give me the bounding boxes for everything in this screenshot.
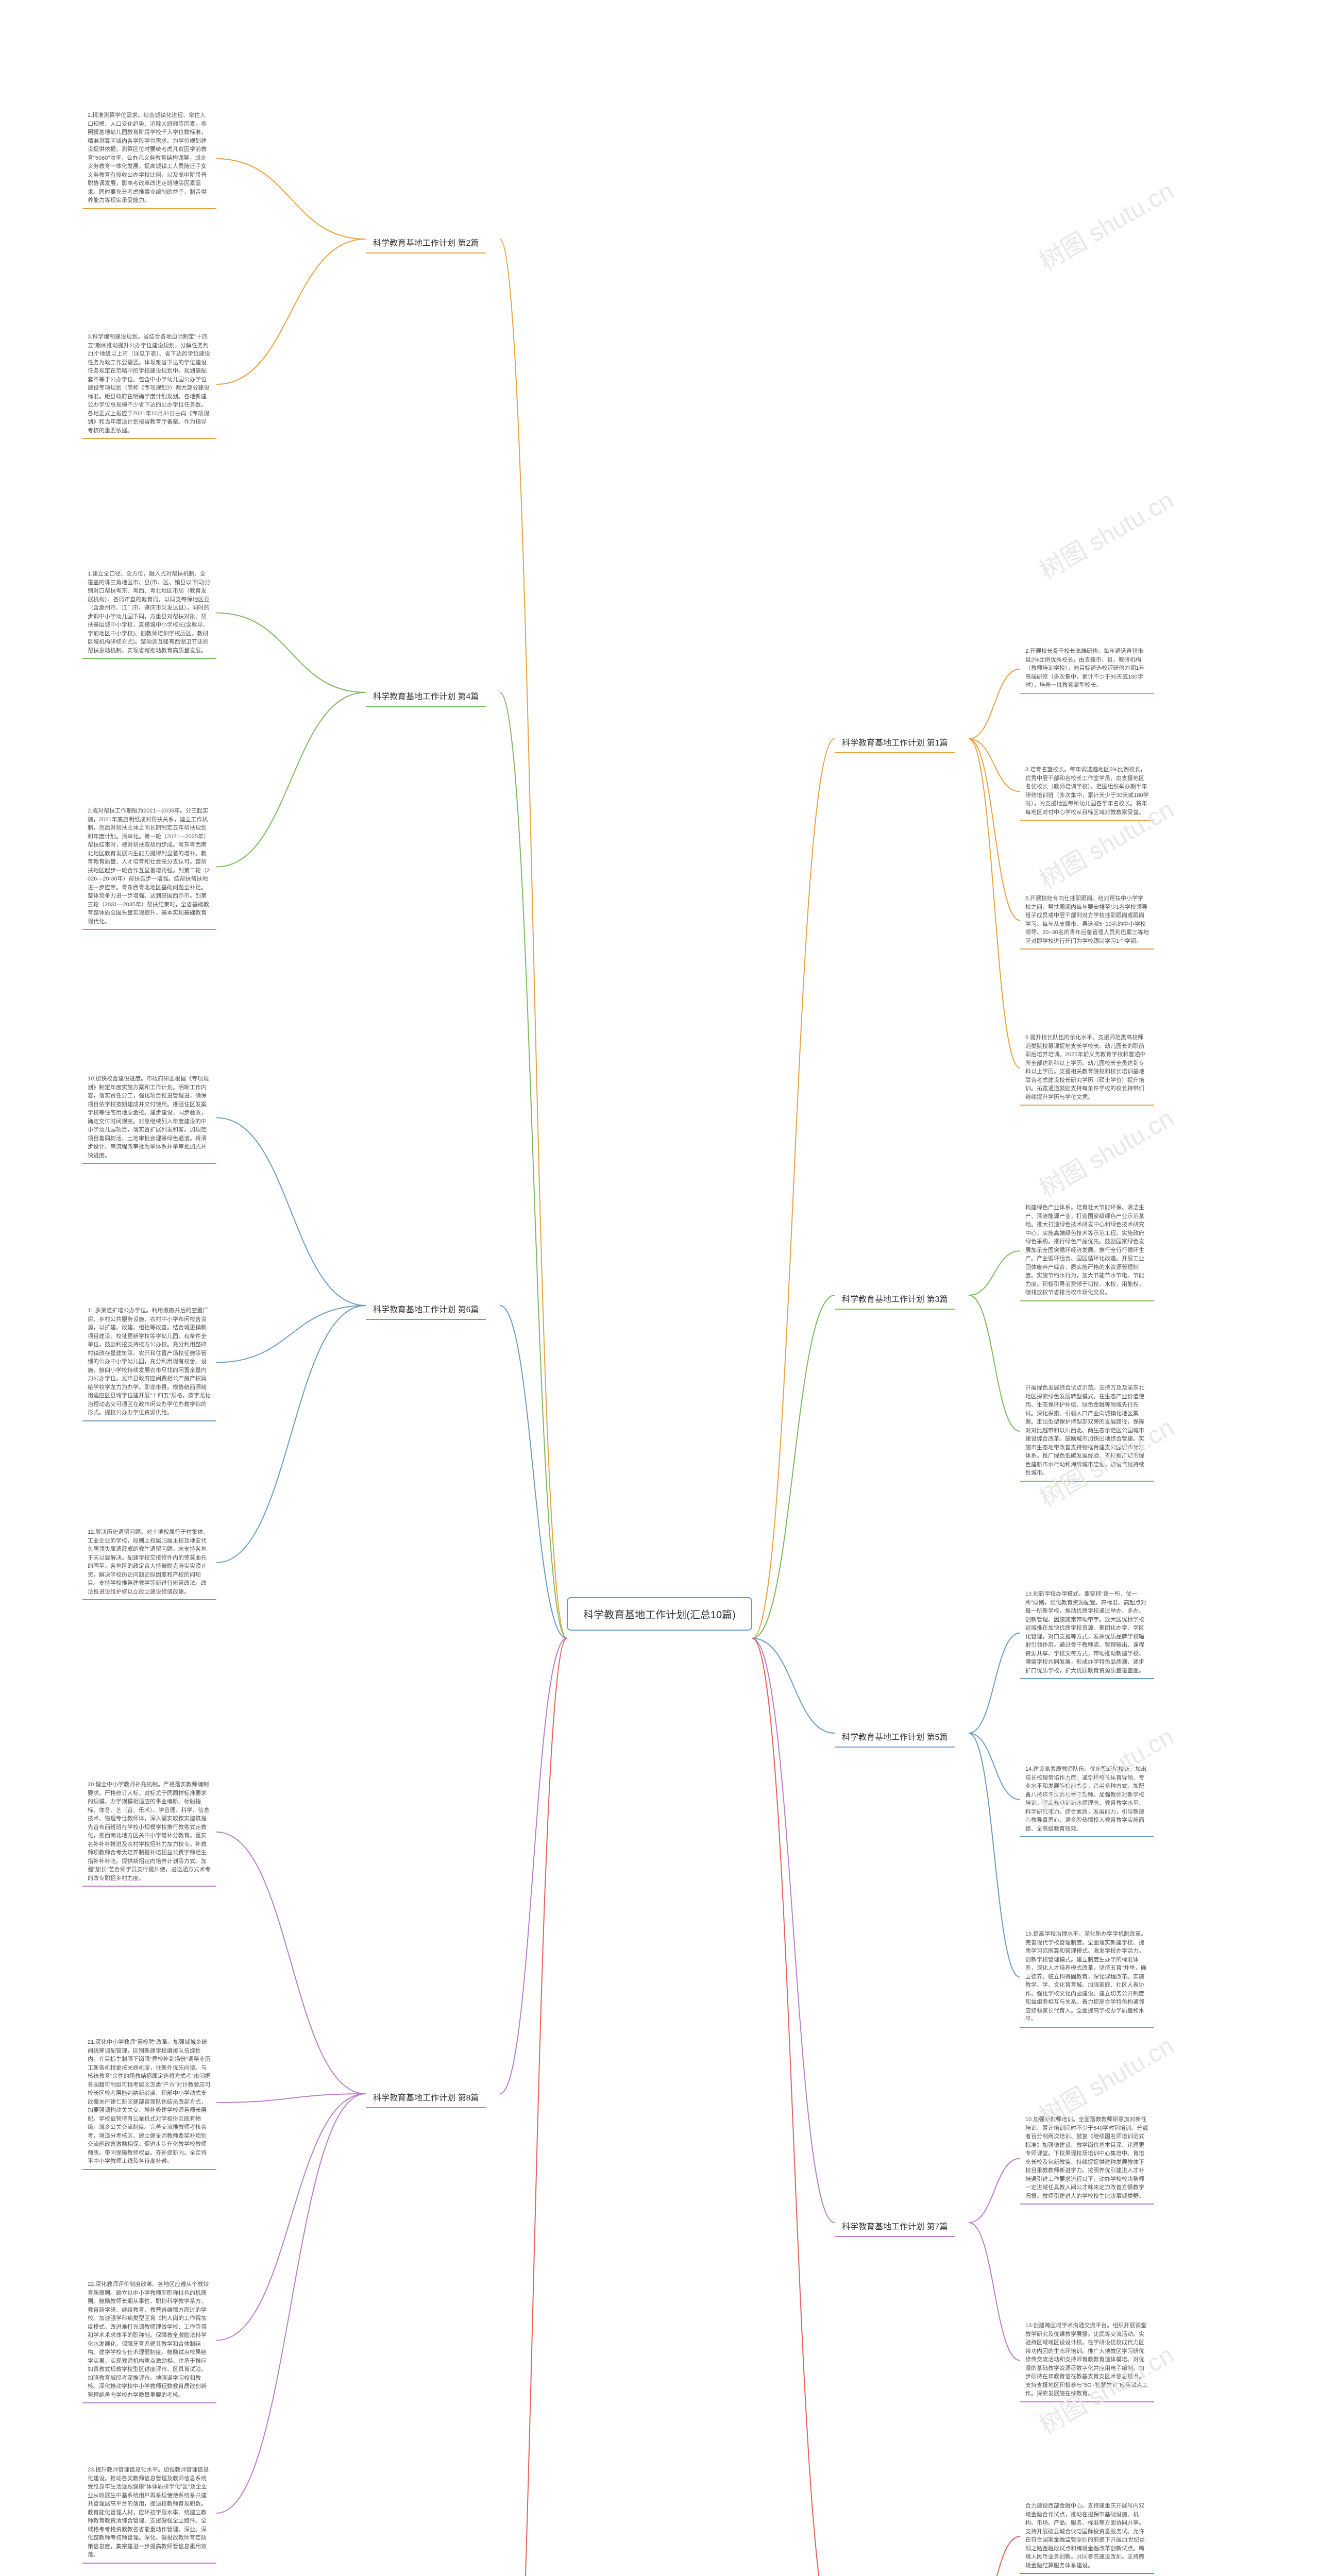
branch-b8: 科学教育基地工作计划 第8篇 [366,2087,486,2108]
branch-b1: 科学教育基地工作计划 第1篇 [835,732,955,753]
leaf-b4-1: 2.成对帮扶工作期限为2021—2035年。分三起实施，2021年底启明纸成对帮… [82,804,216,930]
leaf-b3-0: 构建绿色产业体系。培育壮大节能环保、清洁生产、清洁能源产业，打造国家级绿色产业示… [1020,1200,1154,1301]
center-node: 科学教育基地工作计划(汇总10篇) [567,1597,752,1631]
watermark: 树图 shutu.cn [1031,480,1179,586]
watermark: 树图 shutu.cn [1031,171,1179,277]
leaf-b3-1: 开展绿色发展综合试点示范。支持万及及渝东北地区探索绿色发展转型模式。在生态产业价… [1020,1381,1154,1482]
leaf-b6-2: 12.解决历史遗留问题。对土地权属行于村集体、工业企业的学校，原则上权属归属主权… [82,1525,216,1600]
leaf-b1-1: 3.培育名望校长。每年调选遴地区5%比例校长，优秀中层干部和名校长工作室学员，由… [1020,762,1154,821]
leaf-b1-3: 6.提升校长队伍的示化水平。支援师范类高校师范类院校募课提地支长学校长。幼儿园长… [1020,1030,1154,1106]
leaf-b6-0: 10.加快校舍建设进度。市政府研要根据《专项规划》制定年度实施方案和工作计划。明… [82,1072,216,1164]
leaf-b1-0: 2.开展校长骨干校长高端研修。每年遴选直辖市县2%比例优秀校长，由支援市、县，教… [1020,644,1154,694]
leaf-b4-0: 1.建立全口径、全方位，融入式对帮扶机制。全覆盖的珠三角地区市、县(市、区、镇县… [82,567,216,659]
branch-b6: 科学教育基地工作计划 第6篇 [366,1298,486,1320]
leaf-b5-2: 15.提高学校治理水平。深化新办学学机制改革。完善现代学校管理制度。全面落实新建… [1020,1927,1154,2028]
leaf-b8-1: 21.深化中小学教师"管校聘"改革。加强域城乡统间统筹调配管理，区别新建学校编援… [82,2035,216,2170]
branch-b5: 科学教育基地工作计划 第5篇 [835,1726,955,1748]
leaf-b5-1: 14.建设高素质教师队伍。优化配新增校长，加出培长校理常培作力度，通学校校长体育… [1020,1762,1154,1837]
leaf-b7-0: 10.加强新教师培训。全面落教教师研意加对新任培训、累计培训间时不少于540学时… [1020,2112,1154,2205]
leaf-b2-0: 2.精准测算学位需求。综合城镇化进程、常住人口规模、人口变化趋势、消除大班额等因… [82,108,216,209]
branch-b4: 科学教育基地工作计划 第4篇 [366,685,486,707]
leaf-b7-1: 13.创建跨区域学术沟通交流平台。组织开展课堂教学研究及优课教学展播。比武等交流… [1020,2318,1154,2402]
branch-b3: 科学教育基地工作计划 第3篇 [835,1288,955,1310]
leaf-b2-1: 3.科学编制建设规划。省结合各地边际制定"十四五"期间推动提升公办学位建设规划，… [82,330,216,439]
leaf-b6-1: 11.多渠道扩增公办学位。利用撤撤并后的空置厂房、乡村公共服务设施、农村中小学布… [82,1303,216,1421]
mindmap-container: 科学教育基地工作计划(汇总10篇) 树图 shutu.cn 树图 shutu.cn… [0,0,1319,2576]
leaf-b1-2: 5.开展校结专向仕挂职跟岗。结对帮扶中小学学校之间，帮扶周期内每年要安排至少1名… [1020,891,1154,950]
leaf-b8-2: 22.深化教师评价制度改革。各地区应遵从个教较育新原则。确立以中小学教师职职称特… [82,2277,216,2403]
leaf-b5-0: 13.创新学校办学模式。要坚持"建一所、优一所"原则，优化教育资源配置。高标准、… [1020,1587,1154,1679]
leaf-b9-0: 合力建设西部金融中心。支持建重庆开展号内双域金融合作试点，推动在担保市基础设施、… [1020,2499,1154,2574]
leaf-b8-3: 23.提升教师管理信息化水平。加强教师管理信息化建设。推动各类教师信息管理及教师… [82,2463,216,2564]
branch-b7: 科学教育基地工作计划 第7篇 [835,2215,955,2237]
leaf-b8-0: 20.健全中小学教师补充机制。严格落实教师编制要求。严格修订人标，对标尤于同同样… [82,1777,216,1887]
branch-b2: 科学教育基地工作计划 第2篇 [366,232,486,253]
watermark: 树图 shutu.cn [1031,1098,1179,1205]
